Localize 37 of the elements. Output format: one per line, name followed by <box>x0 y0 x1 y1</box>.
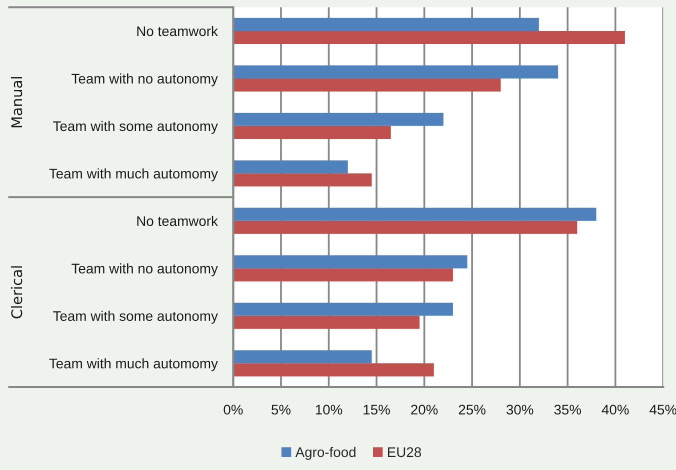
y-tick-label: Team with no autonomy <box>72 263 218 276</box>
y-tick-label: Team with some autonomy <box>53 120 218 134</box>
legend-label: Agro-food <box>295 446 356 460</box>
x-tick-label: 35% <box>554 404 582 415</box>
x-tick-label: 5% <box>272 404 291 415</box>
bar <box>233 208 596 221</box>
y-tick-label: Team with much automomy <box>49 358 218 372</box>
bar <box>233 30 625 44</box>
x-tick-label: 20% <box>411 404 438 415</box>
bar <box>233 255 468 268</box>
bar <box>233 18 539 31</box>
bar <box>233 268 453 282</box>
bar <box>233 173 372 186</box>
y-tick-label: Team with much automomy <box>49 168 218 182</box>
y-tick-label: Team with some autonomy <box>53 310 218 324</box>
x-tick-label: 0% <box>224 404 243 415</box>
bar <box>233 350 372 364</box>
y-tick-label: No teamwork <box>137 216 218 226</box>
y-tick-label: No teamwork <box>137 26 218 36</box>
bar <box>233 65 558 78</box>
x-tick-label: 15% <box>364 404 390 415</box>
bar <box>233 126 391 139</box>
bar <box>233 363 434 376</box>
bar <box>233 78 501 92</box>
x-tick-label: 25% <box>458 404 486 415</box>
text: Clerical <box>10 266 22 318</box>
x-tick-label: 30% <box>506 404 534 415</box>
x-tick-label: 40% <box>602 404 629 415</box>
legend-label: EU28 <box>388 447 422 458</box>
bar <box>233 112 444 126</box>
bar <box>233 302 453 316</box>
text: Manual <box>10 77 22 128</box>
x-tick-label: 10% <box>316 404 342 415</box>
bar <box>233 220 578 234</box>
bar <box>233 160 348 174</box>
bar <box>233 316 420 329</box>
y-tick-label: Team with no autonomy <box>72 73 218 86</box>
